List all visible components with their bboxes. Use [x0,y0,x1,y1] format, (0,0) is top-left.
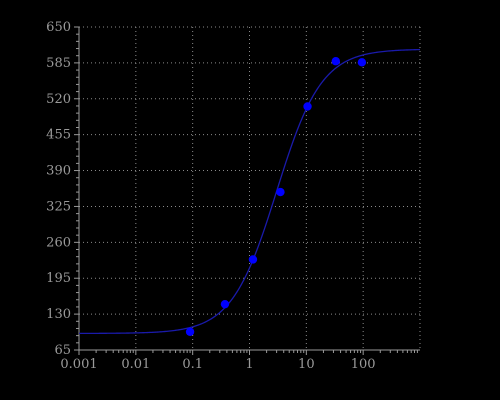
y-tick-label: 260 [46,235,71,250]
y-tick-label: 325 [46,199,71,214]
data-point [276,187,285,197]
y-tick-label: 195 [46,271,71,286]
x-tick-label: 0.001 [60,357,97,372]
axes [74,26,420,355]
y-tick-label: 455 [46,128,71,143]
y-tick-label: 65 [54,343,71,358]
x-tick-labels: 0.001 0.01 0.1 1 10 100 [60,357,375,372]
fit-curve-layer [79,48,421,335]
y-tick-label: 520 [46,92,71,107]
x-tick-label: 0.1 [182,357,203,372]
grid-lines [79,26,421,350]
y-tick-label: 130 [46,307,71,322]
data-point [220,299,230,309]
fit-curve [79,48,421,335]
x-tick-label: 100 [351,357,376,372]
data-point [357,58,367,67]
y-tick-label: 585 [46,56,71,71]
y-tick-label: 650 [46,20,71,35]
x-tick-label: 1 [245,357,253,372]
y-tick-labels: 65 130 195 260 325 390 455 520 585 650 [46,20,71,358]
data-point [185,327,195,336]
data-point [331,57,341,66]
data-point [248,255,258,264]
data-points-layer [185,57,367,336]
data-point [303,102,312,111]
y-tick-label: 390 [46,164,71,179]
x-tick-label: 0.01 [121,357,150,372]
x-tick-label: 10 [298,357,315,372]
